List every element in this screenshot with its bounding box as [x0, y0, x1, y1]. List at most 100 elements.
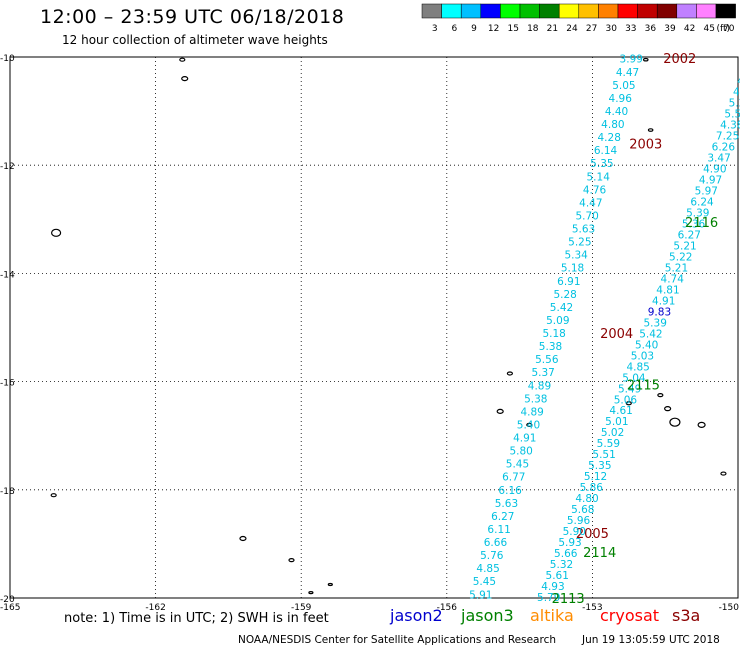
island-outline: [647, 128, 654, 132]
wave-height-value: 4.38: [720, 120, 740, 132]
units-note: note: 1) Time is in UTC; 2) SWH is in fe…: [64, 611, 329, 626]
wave-height-value: 4.85: [626, 361, 649, 373]
wave-height-value: 4.90: [703, 164, 726, 176]
lat-axis-label: -12: [0, 162, 15, 172]
island-outline: [697, 421, 706, 428]
wave-height-value: 5.04: [622, 372, 646, 384]
wave-height-value: 5.80: [509, 446, 532, 458]
island-outline: [239, 535, 247, 542]
footer-credit: NOAA/NESDIS Center for Satellite Applica…: [238, 634, 556, 646]
island-outline: [288, 558, 295, 563]
wave-height-value: 5.14: [587, 171, 611, 183]
sat-legend-altika: altika: [530, 606, 574, 625]
wave-height-value: 6.27: [491, 511, 514, 523]
colorbar-tick-label: 70: [723, 24, 735, 34]
wave-height-value: 9.83: [648, 306, 671, 318]
lon-axis-label: -153: [582, 603, 602, 613]
wave-height-value: 5.03: [631, 350, 654, 362]
colorbar-tick-label: 9: [471, 24, 477, 34]
wave-height-value: 4.76: [583, 184, 607, 196]
lon-axis-label: -156: [437, 603, 458, 613]
island-outline: [496, 408, 504, 414]
wave-height-value: 5.39: [644, 317, 667, 329]
lon-axis-label: -162: [145, 603, 165, 613]
wave-height-value: 7.25: [716, 131, 739, 143]
wave-height-value: 4.59: [733, 87, 740, 99]
wave-height-value: 5.42: [550, 302, 573, 314]
wave-height-value: 5.70: [575, 210, 598, 222]
lat-axis-label: -14: [0, 270, 15, 280]
lat-axis-label: -10: [0, 54, 15, 64]
wave-height-value: 5.90: [563, 526, 586, 538]
pass-time-label: 2002: [663, 52, 696, 67]
color-scale-bar: 3 6 9 12 15 18 21 24 27 30 33 36 39 42 45 70(ft): [421, 3, 736, 34]
wave-height-value: 5.32: [550, 559, 573, 571]
island-outline: [625, 401, 632, 406]
wave-height-value: 4.80: [575, 493, 598, 505]
wave-height-value: 6.27: [678, 229, 701, 241]
wave-height-value: 5.28: [553, 289, 576, 301]
wave-height-value: 5.63: [572, 224, 595, 236]
colorbar-tick-label: 36: [645, 24, 657, 34]
wave-height-value: 5.58: [724, 109, 740, 121]
wave-height-value: 4.40: [605, 106, 628, 118]
wave-height-value: 5.12: [584, 471, 607, 483]
wave-height-value: 6.16: [498, 485, 522, 497]
colorbar-tick-label: 33: [625, 24, 636, 34]
pass-time-label: 2115: [627, 378, 660, 393]
pass-time-label: 2113: [552, 592, 585, 607]
colorbar-tick-label: 27: [586, 24, 597, 34]
wave-height-value: 4.91: [652, 295, 675, 307]
wave-height-value: 5.76: [480, 550, 504, 562]
sat-legend-jason2: jason2: [390, 606, 443, 625]
wave-height-value: 5.21: [673, 240, 696, 252]
wave-height-value: 4.61: [609, 405, 632, 417]
island-outline: [664, 406, 672, 412]
pass-time-label: 2003: [629, 138, 662, 153]
wave-height-value: 5.05: [612, 80, 635, 92]
wave-height-value: 5.06: [614, 394, 638, 406]
wave-height-value: 6.14: [594, 145, 618, 157]
wave-height-value: 5.22: [669, 251, 692, 263]
footer-timestamp: Jun 19 13:05:59 UTC 2018: [582, 634, 720, 646]
wave-height-value: 3.47: [707, 153, 730, 165]
wave-height-value: 6.11: [487, 524, 510, 536]
wave-height-value: 5.02: [601, 427, 624, 439]
wave-height-value: 4.96: [609, 93, 633, 105]
wave-height-value: 5.91: [469, 589, 492, 601]
wave-height-value: 5.93: [558, 537, 581, 549]
wave-height-value: 5.61: [546, 570, 569, 582]
wave-height-value: 5.45: [473, 576, 496, 588]
colorbar-tick-label: 42: [684, 24, 695, 34]
wave-height-value: 4.93: [541, 581, 564, 593]
island-outline: [308, 590, 314, 595]
colorbar-tick-label: 18: [527, 24, 539, 34]
colorbar-tick-label: 21: [547, 24, 558, 34]
pass-time-label: 2004: [600, 327, 633, 342]
island-outline: [657, 393, 664, 398]
colorbar-swatch: [715, 3, 736, 19]
colorbar-tick-label: 45: [703, 24, 714, 34]
wave-height-value: 6.24: [690, 197, 714, 209]
wave-height-value: 6.77: [502, 472, 525, 484]
wave-height-value: 5.59: [597, 438, 620, 450]
sat-legend-s3a: s3a: [672, 606, 701, 625]
island-outline: [642, 57, 649, 62]
wave-height-value: 5.42: [639, 328, 662, 340]
wave-height-value: 5.56: [535, 354, 559, 366]
sat-legend-cryosat: cryosat: [600, 606, 660, 625]
lon-axis-label: -165: [0, 603, 20, 613]
lon-axis-label: -159: [291, 603, 312, 613]
sat-legend-jason3: jason3: [461, 606, 514, 625]
wave-height-value: 5.35: [590, 158, 613, 170]
wave-height-value: 4.74: [661, 273, 685, 285]
wave-height-value: 5.96: [567, 515, 591, 527]
map-title: 12:00 – 23:59 UTC 06/18/2018: [40, 6, 345, 28]
island-outline: [506, 371, 513, 376]
wave-height-value: 5.09: [546, 315, 569, 327]
wave-height-value: 5.51: [592, 449, 615, 461]
island-outline: [526, 422, 533, 427]
wave-height-value: 5.40: [517, 419, 540, 431]
wave-height-value: 5.68: [571, 504, 594, 516]
colorbar-tick-label: 3: [432, 24, 438, 34]
